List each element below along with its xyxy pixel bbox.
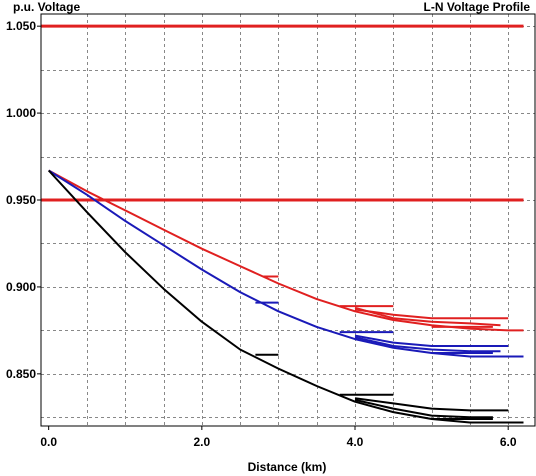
y-tick-label: 0.900 bbox=[6, 280, 36, 294]
series-line bbox=[48, 169, 524, 332]
plot-frame bbox=[40, 13, 536, 427]
grid bbox=[41, 14, 535, 426]
series-group bbox=[47, 169, 524, 424]
voltage-limit-lines bbox=[41, 24, 524, 202]
x-tick-labels: 0.0 2.0 4.0 6.0 bbox=[40, 426, 517, 449]
chart-title: L-N Voltage Profile bbox=[424, 0, 531, 14]
y-tick-label: 1.050 bbox=[6, 19, 36, 33]
y-tick-label: 0.950 bbox=[6, 193, 36, 207]
series-line bbox=[354, 336, 501, 353]
series-line bbox=[354, 306, 501, 327]
y-tick-labels: 1.050 1.000 0.950 0.900 0.850 bbox=[6, 19, 41, 381]
series-line bbox=[354, 308, 509, 320]
x-axis-title: Distance (km) bbox=[248, 460, 327, 474]
y-tick-label: 1.000 bbox=[6, 106, 36, 120]
series-line bbox=[48, 169, 524, 358]
y-axis-title: p.u. Voltage bbox=[13, 0, 80, 14]
x-tick-label: 6.0 bbox=[500, 435, 517, 449]
y-tick-label: 0.850 bbox=[6, 367, 36, 381]
series-line bbox=[47, 169, 524, 424]
x-tick-label: 4.0 bbox=[347, 435, 364, 449]
series-line bbox=[354, 398, 493, 419]
x-tick-label: 0.0 bbox=[40, 435, 57, 449]
series-line bbox=[354, 397, 509, 412]
x-tick-label: 2.0 bbox=[193, 435, 210, 449]
series-line bbox=[354, 334, 509, 347]
